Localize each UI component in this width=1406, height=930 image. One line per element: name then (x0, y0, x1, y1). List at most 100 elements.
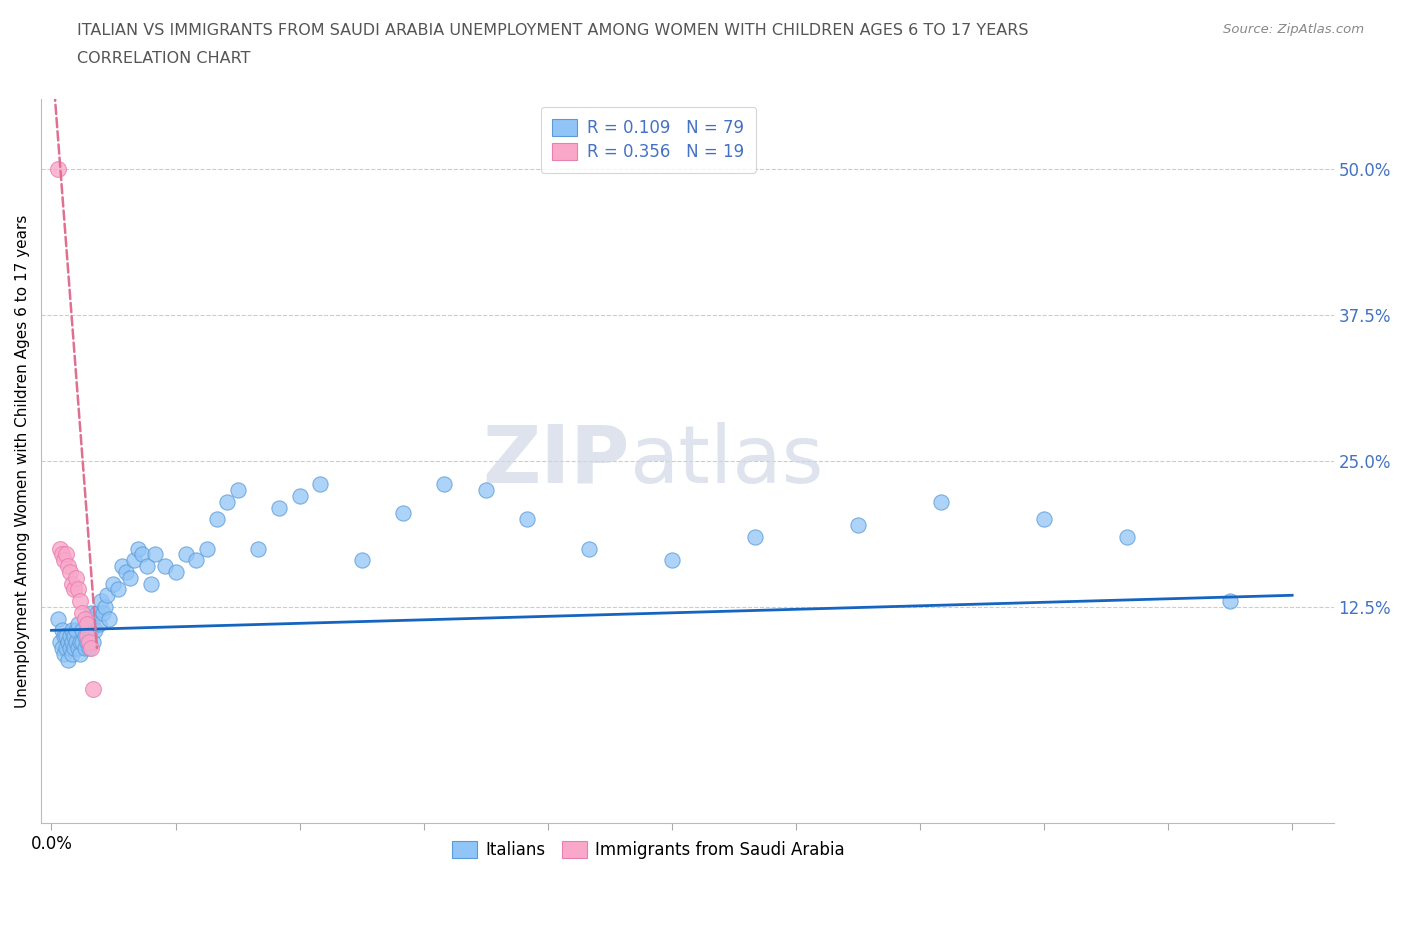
Point (72, 605, 94, 620)
Text: ITALIAN VS IMMIGRANTS FROM SAUDI ARABIA UNEMPLOYMENT AMONG WOMEN WITH CHILDREN A: ITALIAN VS IMMIGRANTS FROM SAUDI ARABIA … (77, 23, 1029, 38)
Point (63, 582, 86, 597)
Point (474, 483, 496, 498)
Point (65, 634, 87, 649)
Point (60, 634, 83, 649)
Point (139, 577, 162, 591)
Point (76, 629, 98, 644)
Point (247, 541, 270, 556)
Point (1219, 593, 1241, 608)
Point (52, 629, 75, 644)
Point (65, 623, 87, 638)
Point (267, 500, 290, 515)
Point (115, 565, 138, 579)
Y-axis label: Unemployment Among Women with Children Ages 6 to 17 years: Unemployment Among Women with Children A… (15, 214, 30, 708)
Point (226, 483, 249, 498)
Point (60, 577, 83, 591)
Point (51, 547, 73, 562)
Point (76, 617, 98, 631)
Point (153, 559, 176, 574)
Point (143, 547, 166, 562)
Point (72, 634, 94, 649)
Point (46, 162, 69, 177)
Point (174, 547, 197, 562)
Point (98, 611, 121, 626)
Point (433, 477, 456, 492)
Point (60, 623, 83, 638)
Point (1115, 529, 1137, 544)
Point (578, 541, 600, 556)
Point (80, 605, 103, 620)
Point (165, 565, 187, 579)
Point (90, 593, 112, 608)
Point (122, 552, 145, 567)
Point (131, 547, 153, 562)
Text: ZIP: ZIP (482, 422, 628, 500)
Point (103, 577, 125, 591)
Point (846, 518, 869, 533)
Point (82, 611, 104, 626)
Point (67, 582, 90, 597)
Point (52, 646, 75, 661)
Point (127, 541, 149, 556)
Point (73, 611, 96, 626)
Point (55, 547, 77, 562)
Point (63, 629, 86, 644)
Point (55, 641, 77, 656)
Point (65, 570, 87, 585)
Point (77, 634, 100, 649)
Point (217, 495, 239, 510)
Point (76, 634, 98, 649)
Point (60, 646, 83, 661)
Point (195, 541, 218, 556)
Point (56, 634, 79, 649)
Point (111, 559, 134, 574)
Point (1033, 512, 1056, 526)
Point (309, 477, 332, 492)
Point (67, 641, 90, 656)
Point (87, 617, 110, 631)
Point (46, 611, 69, 626)
Point (82, 634, 104, 649)
Point (51, 623, 73, 638)
Point (63, 641, 86, 656)
Point (350, 552, 373, 567)
Point (59, 641, 82, 656)
Point (82, 682, 104, 697)
Point (73, 629, 96, 644)
Point (516, 512, 538, 526)
Point (55, 629, 77, 644)
Point (94, 600, 117, 615)
Point (56, 559, 79, 574)
Point (86, 605, 108, 620)
Point (661, 552, 683, 567)
Point (59, 629, 82, 644)
Text: CORRELATION CHART: CORRELATION CHART (77, 51, 250, 66)
Point (205, 512, 228, 526)
Point (392, 506, 415, 521)
Point (77, 641, 100, 656)
Point (51, 641, 73, 656)
Point (48, 634, 70, 649)
Point (186, 552, 208, 567)
Point (744, 529, 766, 544)
Point (76, 617, 98, 631)
Point (80, 641, 103, 656)
Point (59, 565, 82, 579)
Point (80, 623, 103, 638)
Point (69, 646, 91, 661)
Point (56, 652, 79, 667)
Point (83, 623, 105, 638)
Point (929, 495, 952, 510)
Point (52, 552, 75, 567)
Point (48, 541, 70, 556)
Point (72, 623, 94, 638)
Text: Source: ZipAtlas.com: Source: ZipAtlas.com (1223, 23, 1364, 36)
Point (107, 582, 129, 597)
Point (288, 488, 311, 503)
Text: atlas: atlas (628, 422, 824, 500)
Point (69, 593, 91, 608)
Point (135, 559, 157, 574)
Legend: Italians, Immigrants from Saudi Arabia: Italians, Immigrants from Saudi Arabia (441, 831, 855, 870)
Point (77, 629, 100, 644)
Point (73, 641, 96, 656)
